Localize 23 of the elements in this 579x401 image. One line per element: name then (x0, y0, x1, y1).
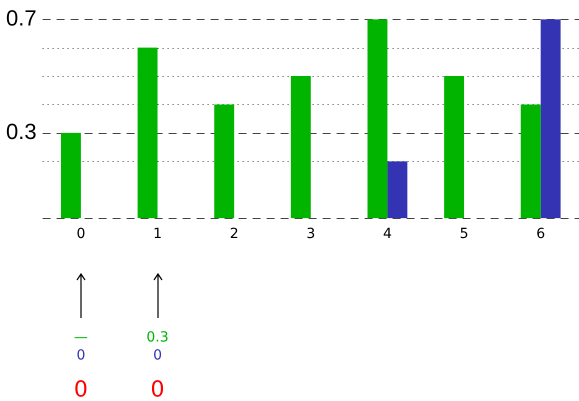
bar (214, 104, 234, 218)
bar (444, 76, 464, 218)
bar (368, 19, 388, 218)
text: — (74, 330, 88, 346)
x-tick-label: 6 (536, 226, 546, 242)
bar (60, 132, 81, 218)
text: 0 (76, 348, 86, 364)
x-tick-label: 3 (306, 226, 316, 242)
x-tick-label: 2 (230, 226, 239, 242)
x-tick-label: 1 (153, 226, 162, 242)
bar (387, 161, 408, 218)
bar (520, 104, 541, 218)
x-tick-label: 4 (382, 226, 392, 242)
text: 0 (74, 378, 88, 401)
bar (290, 76, 311, 218)
bar (540, 19, 561, 218)
bar (138, 48, 158, 218)
text: 0 (150, 378, 165, 401)
x-tick-label: 0 (76, 226, 86, 242)
y-tick-label: 0.7 (6, 5, 37, 30)
text: 0.3 (146, 330, 169, 346)
text: 0 (153, 348, 162, 364)
x-tick-label: 5 (460, 226, 469, 242)
